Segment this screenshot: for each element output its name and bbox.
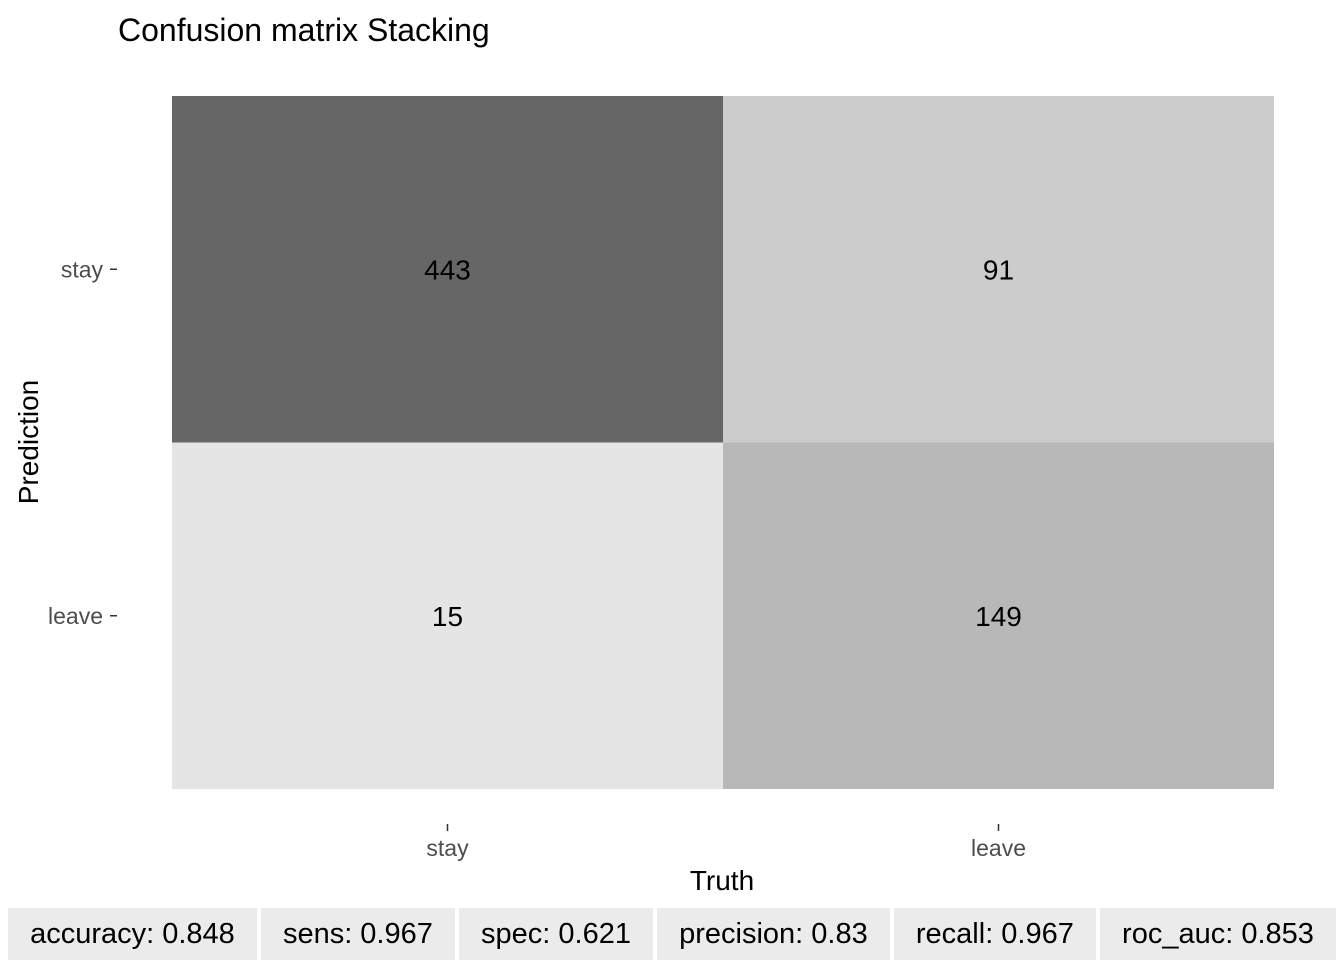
metric-sens: sens: 0.967 [260, 908, 455, 960]
heatmap-cell-stay-leave [723, 96, 1274, 443]
metric-recall: recall: 0.967 [893, 908, 1096, 960]
heatmap-cell-stay-stay [172, 96, 723, 443]
cell-value-label: 91 [983, 254, 1014, 285]
x-tick-label: stay [426, 835, 469, 861]
x-tick-label: leave [971, 835, 1026, 861]
heatmap-cell-leave-stay [172, 442, 723, 789]
cell-value-label: 443 [424, 254, 471, 285]
confusion-matrix-chart: Confusion matrix Stacking 443 91 15 149 sta… [13, 12, 1274, 896]
y-tick-label: stay [61, 256, 104, 282]
x-axis-ticks: stay leave [426, 824, 1026, 861]
metric-accuracy: accuracy: 0.848 [8, 908, 257, 960]
chart-title: Confusion matrix Stacking [118, 12, 490, 48]
heatmap-cells: 443 91 15 149 [172, 96, 1274, 789]
metric-spec: spec: 0.621 [458, 908, 654, 960]
x-axis-label: Truth [690, 865, 754, 896]
metric-roc-auc: roc_auc: 0.853 [1099, 908, 1336, 960]
metrics-bar: accuracy: 0.848 sens: 0.967 spec: 0.621 … [8, 908, 1336, 960]
y-axis-ticks: stay leave [48, 256, 117, 629]
y-axis-label: Prediction [13, 380, 44, 505]
y-tick-label: leave [48, 603, 103, 629]
metric-precision: precision: 0.83 [657, 908, 890, 960]
heatmap-cell-leave-leave [723, 442, 1274, 789]
cell-value-label: 15 [432, 601, 463, 632]
cell-value-label: 149 [975, 601, 1022, 632]
